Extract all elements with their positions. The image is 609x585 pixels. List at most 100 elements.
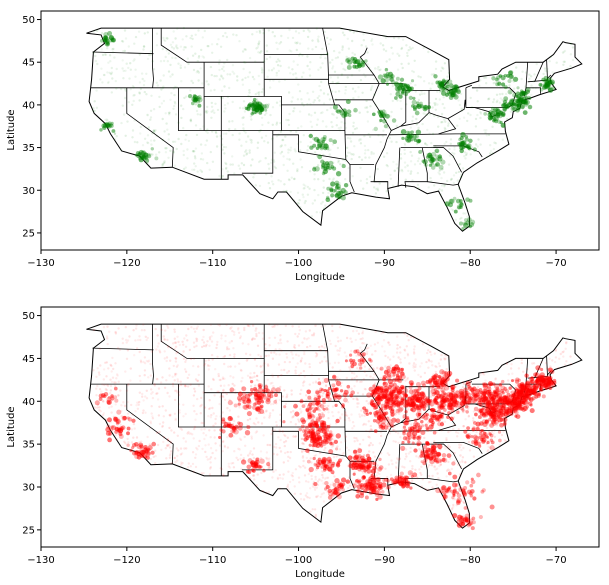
data-point (207, 443, 210, 446)
data-point (419, 101, 423, 106)
data-point (98, 373, 101, 376)
data-point (123, 96, 127, 100)
data-point (308, 170, 312, 173)
data-point (237, 404, 241, 407)
data-point (321, 165, 325, 170)
data-point (194, 465, 198, 469)
data-point (440, 387, 446, 393)
data-point (443, 85, 449, 92)
data-point (330, 165, 335, 169)
data-point (173, 412, 177, 415)
data-point (189, 120, 193, 123)
data-point (496, 112, 501, 117)
data-point (296, 126, 300, 130)
data-point (336, 445, 339, 448)
data-point (116, 346, 120, 350)
data-point (139, 338, 142, 342)
data-point (508, 401, 513, 405)
data-point (261, 123, 264, 127)
data-point (501, 138, 504, 141)
data-point (353, 482, 356, 485)
data-point (508, 99, 514, 105)
data-point (217, 62, 221, 65)
data-point (233, 384, 236, 387)
data-point (390, 413, 395, 417)
data-point (117, 394, 120, 397)
data-point (494, 77, 499, 82)
data-point (366, 471, 369, 475)
data-point (414, 468, 417, 471)
data-point (175, 447, 178, 450)
data-point (275, 353, 278, 356)
data-point (260, 90, 264, 94)
data-point (300, 437, 304, 441)
data-point (494, 383, 500, 390)
data-point (199, 67, 202, 70)
data-point (405, 403, 409, 408)
data-point (464, 135, 469, 139)
data-point (115, 373, 119, 376)
data-point (399, 436, 402, 439)
data-point (328, 153, 331, 156)
data-point (453, 451, 456, 455)
data-point (325, 197, 331, 202)
data-point (524, 71, 528, 74)
data-point (486, 423, 490, 426)
data-point (394, 397, 399, 402)
data-point (434, 365, 437, 368)
data-point (354, 59, 359, 64)
data-point (407, 396, 411, 401)
data-point (274, 469, 277, 472)
data-point (502, 400, 507, 405)
data-point (94, 59, 98, 63)
data-point (268, 56, 272, 59)
data-point (345, 376, 348, 380)
data-point (510, 106, 515, 111)
data-point (231, 422, 235, 426)
data-point (92, 51, 96, 54)
data-point (379, 74, 382, 77)
data-point (466, 143, 472, 148)
data-point (433, 114, 436, 118)
data-point (222, 388, 225, 392)
data-point (524, 99, 530, 105)
data-point (300, 410, 303, 413)
data-point (493, 141, 496, 144)
data-point (173, 398, 177, 402)
data-point (258, 184, 262, 188)
data-point (302, 459, 305, 463)
data-point (310, 406, 314, 409)
data-point (106, 337, 109, 340)
data-point (282, 155, 285, 158)
data-point (156, 345, 159, 348)
state-border-11 (241, 130, 274, 174)
data-point (208, 399, 211, 402)
data-point (268, 414, 272, 417)
data-point (472, 417, 475, 420)
data-point (184, 358, 188, 362)
data-point (301, 455, 305, 458)
data-point (270, 175, 273, 178)
data-point (288, 456, 292, 460)
data-point (246, 324, 250, 327)
data-point (156, 334, 159, 337)
data-point (433, 440, 436, 443)
data-point (473, 420, 476, 424)
data-point (298, 374, 301, 377)
data-point (254, 101, 258, 104)
data-point (163, 338, 166, 342)
data-point (277, 133, 280, 136)
data-point (290, 389, 293, 392)
data-point (194, 418, 197, 421)
data-point (177, 391, 181, 394)
state-border-48 (433, 147, 462, 173)
data-point (402, 398, 406, 402)
data-point (459, 175, 463, 179)
data-point (195, 337, 198, 340)
data-point (122, 113, 126, 116)
data-point (387, 427, 391, 431)
data-point (209, 150, 212, 154)
data-point (350, 371, 354, 375)
data-point (151, 396, 155, 400)
data-point (377, 80, 380, 83)
